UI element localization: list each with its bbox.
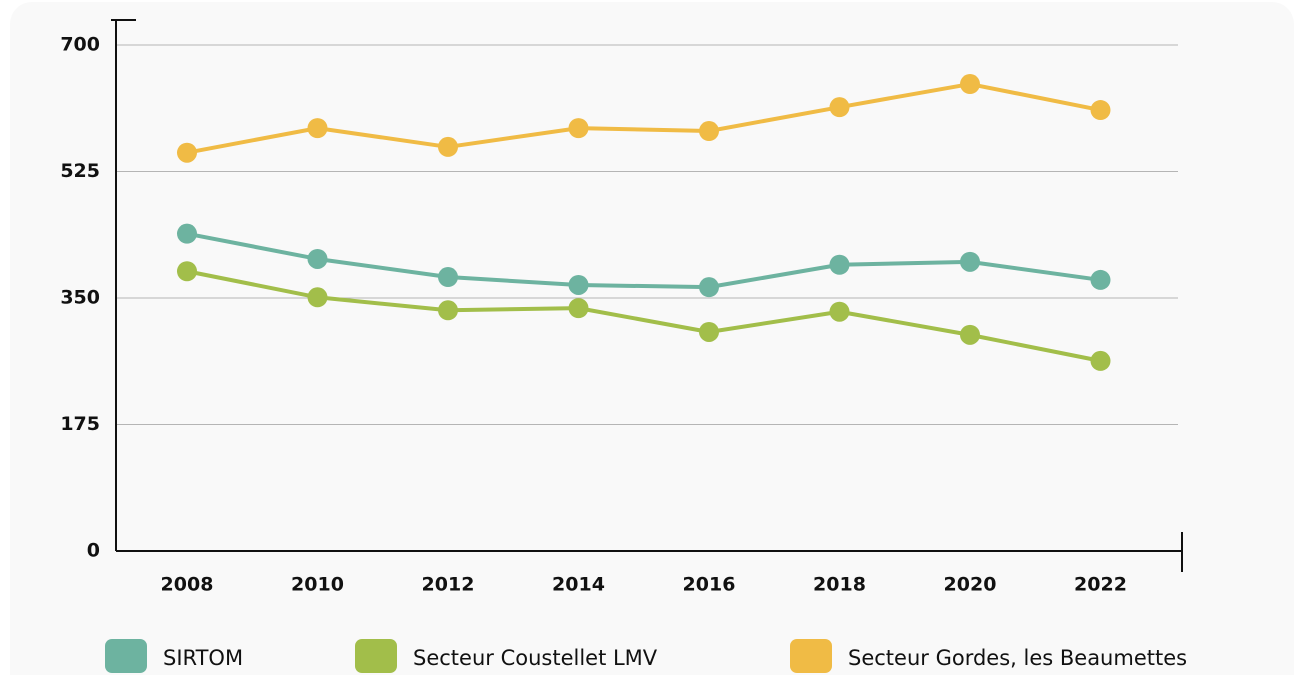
data-point (699, 121, 719, 142)
y-tick-label: 175 (60, 413, 100, 435)
data-point (307, 248, 328, 269)
legend-label: SIRTOM (163, 646, 243, 670)
series-line (186, 231, 1101, 290)
y-tick-label: 0 (87, 540, 100, 562)
x-tick-label: 2008 (161, 574, 214, 596)
x-tick-label: 2018 (813, 574, 866, 596)
data-point (307, 118, 328, 139)
card (10, 2, 1294, 675)
data-point (307, 287, 328, 308)
legend-swatch (790, 639, 832, 673)
data-point (568, 274, 589, 295)
x-tick-label: 2012 (422, 574, 475, 596)
legend-swatch (355, 639, 397, 673)
x-tick-label: 2010 (291, 574, 344, 596)
x-tick-label: 2014 (552, 574, 605, 596)
legend-label: Secteur Gordes, les Beaumettes (848, 646, 1187, 670)
data-point (960, 324, 980, 345)
data-point (177, 223, 197, 244)
data-point (829, 97, 850, 118)
data-point (960, 251, 980, 272)
y-tick-label: 350 (60, 287, 100, 309)
series-line (186, 269, 1101, 363)
data-point (1090, 269, 1111, 290)
data-point (1090, 350, 1111, 371)
y-tick-label: 700 (60, 34, 100, 56)
data-point (568, 118, 589, 139)
data-point (438, 136, 458, 157)
series-line (186, 82, 1101, 155)
data-point (438, 267, 458, 288)
x-tick-label: 2022 (1074, 574, 1127, 596)
data-point (699, 277, 719, 298)
data-point (438, 300, 458, 321)
data-point (1090, 100, 1111, 121)
data-point (960, 74, 980, 95)
legend-label: Secteur Coustellet LMV (413, 646, 658, 670)
x-tick-label: 2020 (944, 574, 997, 596)
data-point (177, 261, 197, 282)
data-point (568, 298, 589, 319)
data-point (177, 142, 197, 163)
x-tick-label: 2016 (683, 574, 736, 596)
legend-swatch (105, 639, 147, 673)
data-point (829, 254, 850, 275)
data-point (829, 301, 850, 322)
data-point (699, 321, 719, 342)
y-tick-label: 525 (60, 160, 100, 182)
